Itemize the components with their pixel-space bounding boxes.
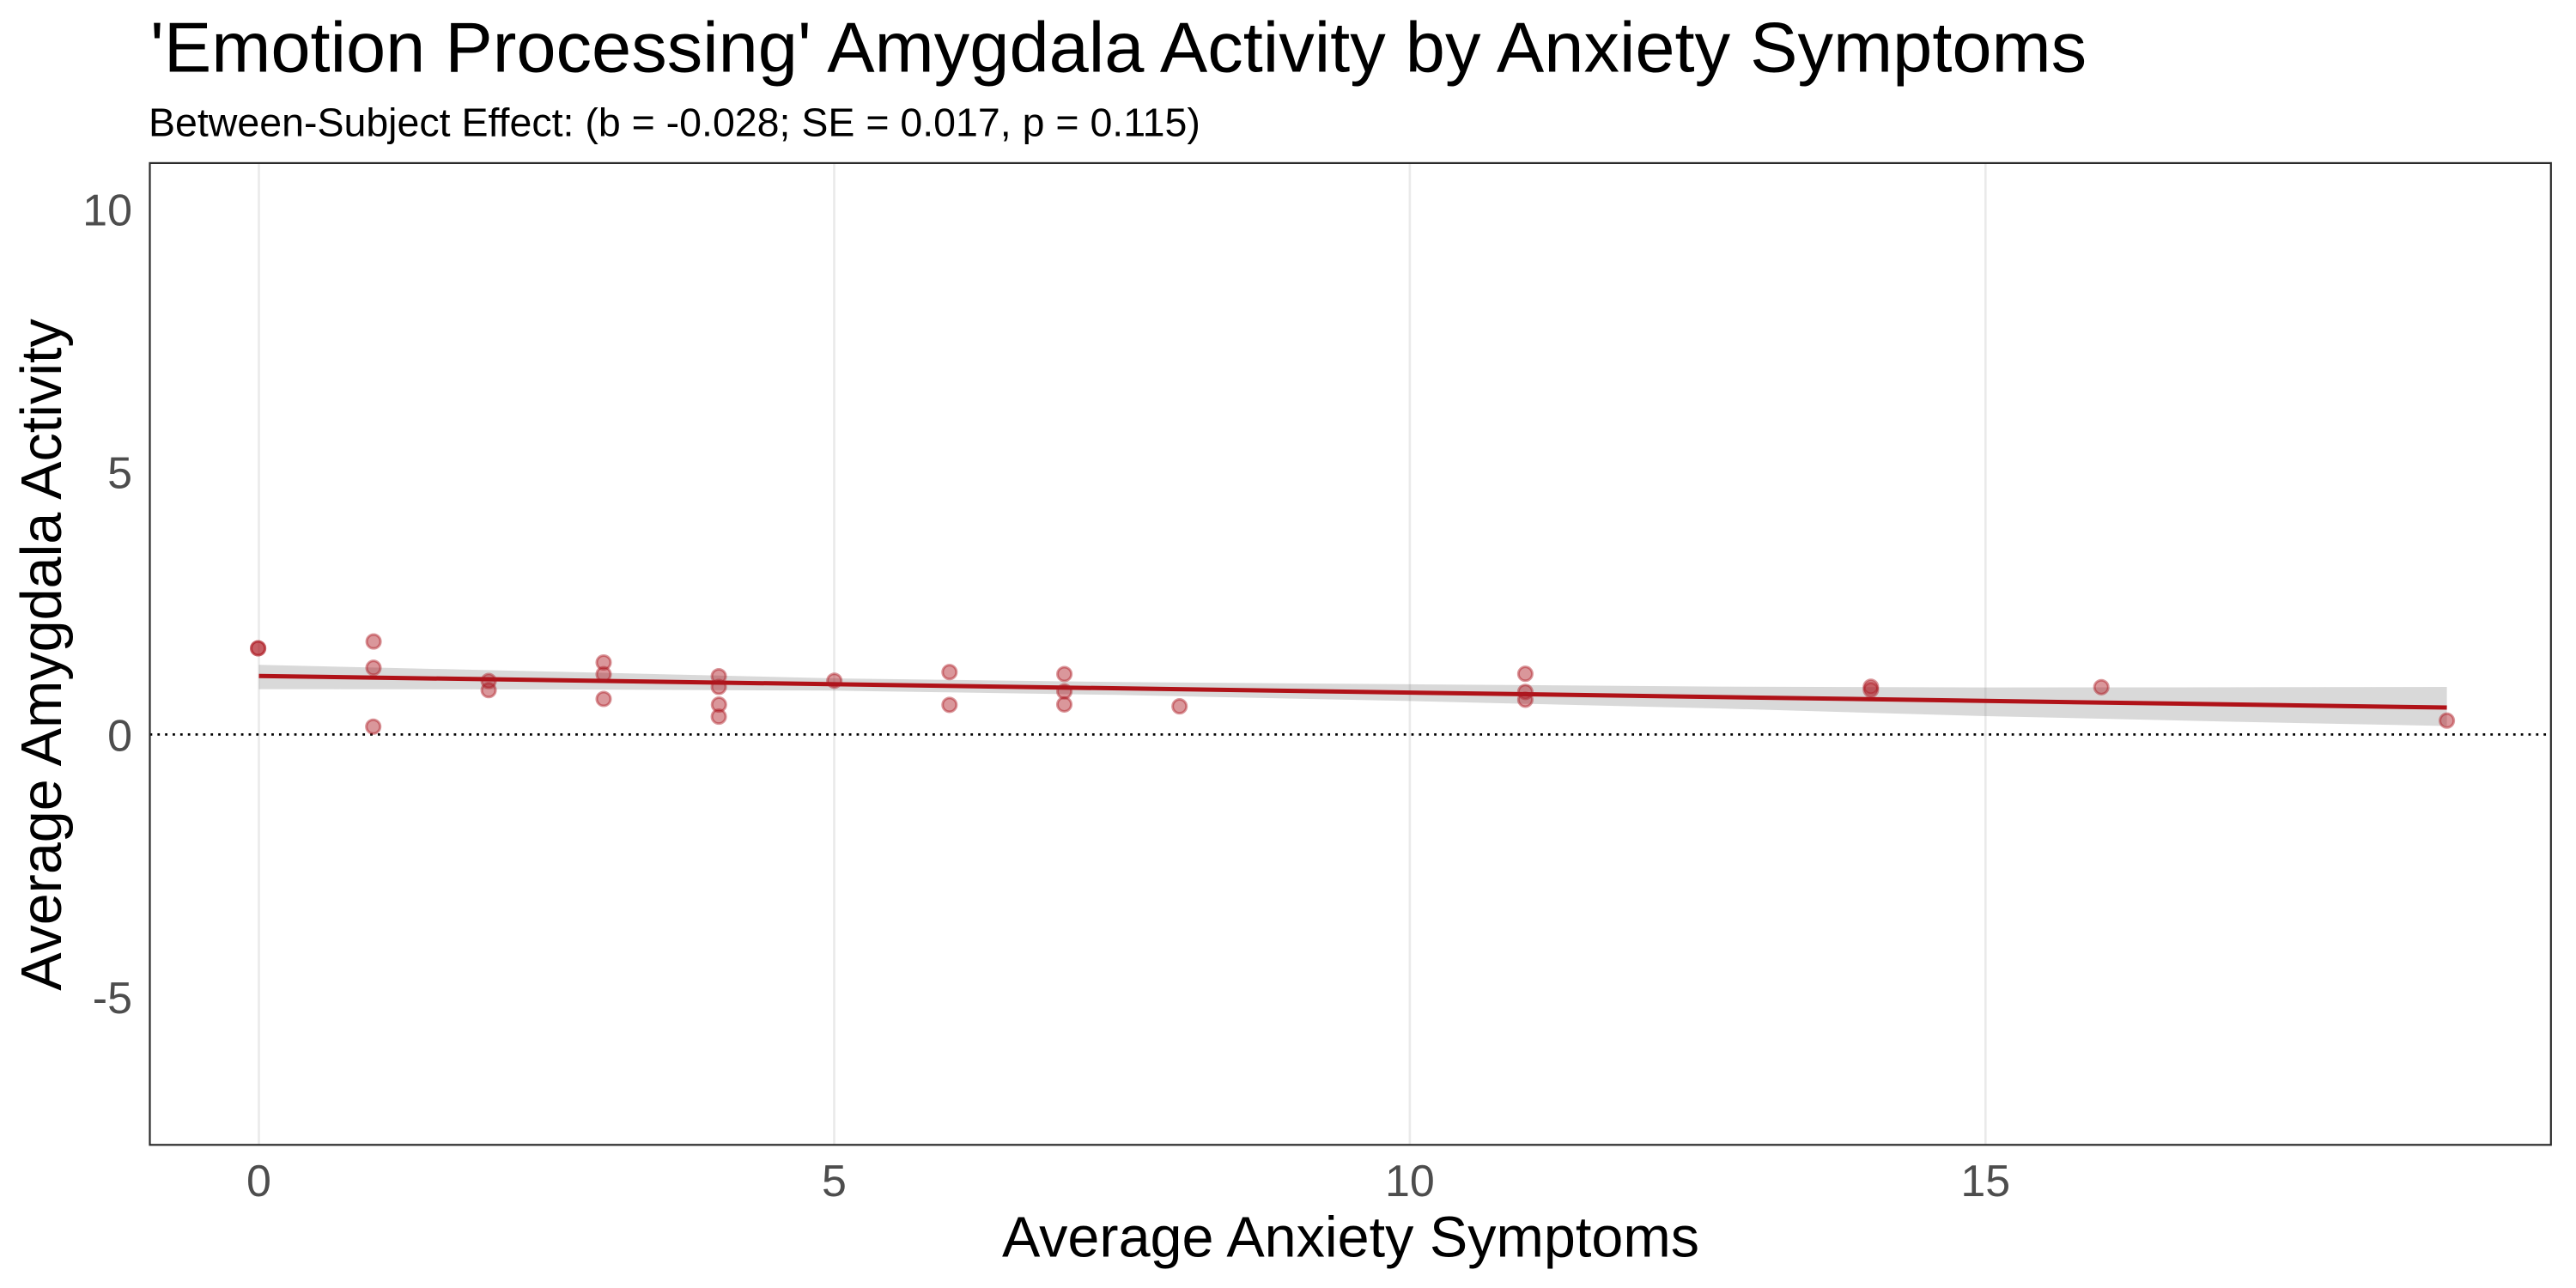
svg-text:5: 5 <box>822 1157 847 1206</box>
svg-text:-5: -5 <box>93 974 132 1024</box>
svg-text:15: 15 <box>1960 1157 2010 1206</box>
svg-text:0: 0 <box>246 1157 271 1206</box>
svg-text:0: 0 <box>107 711 132 761</box>
svg-text:Between-Subject Effect: (b = -: Between-Subject Effect: (b = -0.028; SE … <box>149 100 1200 145</box>
svg-text:10: 10 <box>82 185 132 235</box>
svg-text:10: 10 <box>1385 1157 1435 1206</box>
svg-text:Average Amygdala Activity: Average Amygdala Activity <box>10 319 74 991</box>
svg-text:Average Anxiety Symptoms: Average Anxiety Symptoms <box>1002 1206 1699 1270</box>
svg-text:'Emotion Processing' Amygdala: 'Emotion Processing' Amygdala Activity b… <box>150 8 2087 88</box>
svg-text:5: 5 <box>107 448 132 498</box>
